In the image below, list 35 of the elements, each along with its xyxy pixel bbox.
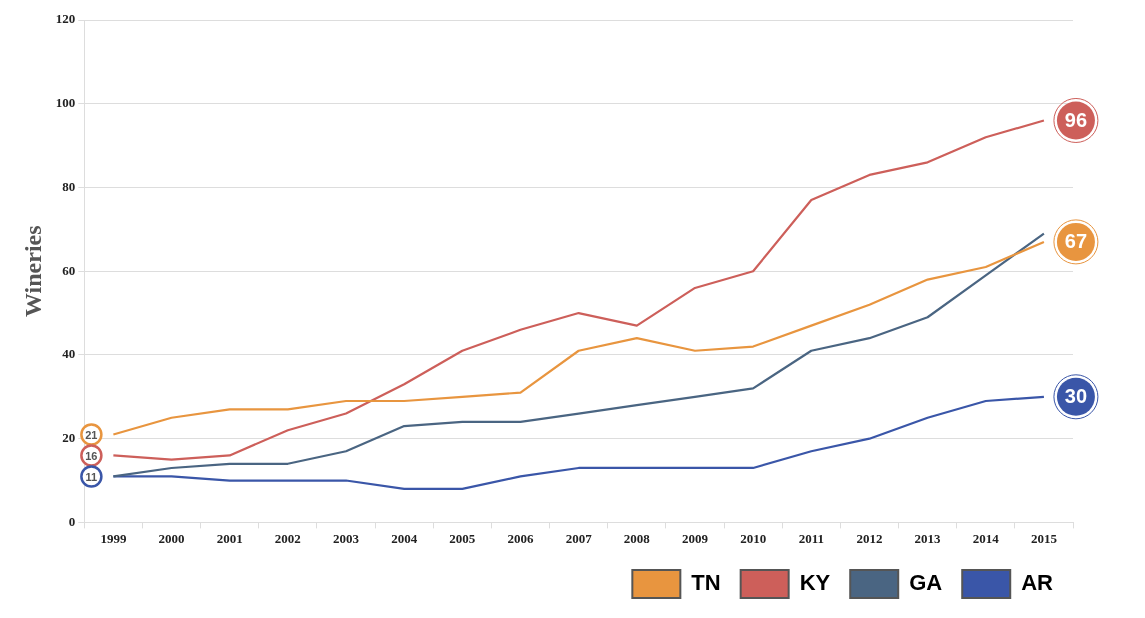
y-tick-label: 0: [68, 513, 76, 529]
data-label: 67: [1064, 230, 1088, 253]
data-label: 11: [85, 470, 98, 483]
legend-label: AR: [1021, 570, 1054, 596]
x-tick-label: 2004: [391, 530, 418, 546]
x-tick-label: 2010: [740, 530, 767, 546]
data-label: 96: [1064, 109, 1088, 131]
legend-label: GA: [909, 570, 943, 596]
x-tick-label: 2015: [1030, 530, 1058, 546]
x-tick-label: 2012: [856, 530, 883, 546]
y-axis-title: Wineries: [19, 225, 46, 317]
y-tick-label: 100: [55, 95, 76, 111]
x-tick-label: 2002: [274, 530, 301, 546]
x-tick-label: 2009: [681, 530, 709, 546]
legend-label: TN: [691, 570, 721, 596]
y-tick-label: 120: [55, 11, 76, 27]
x-tick-label: 2007: [565, 530, 593, 546]
y-tick-label: 40: [62, 346, 76, 362]
data-label: 21: [85, 428, 98, 441]
data-label: 30: [1064, 385, 1088, 408]
x-tick-label: 2001: [216, 530, 243, 546]
y-tick-label: 60: [62, 262, 76, 278]
x-tick-label: 1999: [100, 530, 127, 546]
y-tick-label: 80: [62, 178, 76, 194]
x-tick-label: 2005: [449, 530, 476, 546]
x-tick-label: 2006: [507, 530, 534, 546]
data-label: 16: [85, 449, 98, 462]
x-tick-label: 2003: [333, 530, 360, 546]
x-tick-label: 2013: [914, 530, 942, 546]
y-tick-label: 20: [62, 430, 76, 446]
x-tick-label: 2008: [623, 530, 651, 546]
x-tick-label: 2014: [972, 530, 1000, 546]
x-tick-label: 2011: [798, 530, 824, 546]
x-tick-label: 2000: [158, 530, 185, 546]
legend-label: KY: [799, 570, 831, 596]
